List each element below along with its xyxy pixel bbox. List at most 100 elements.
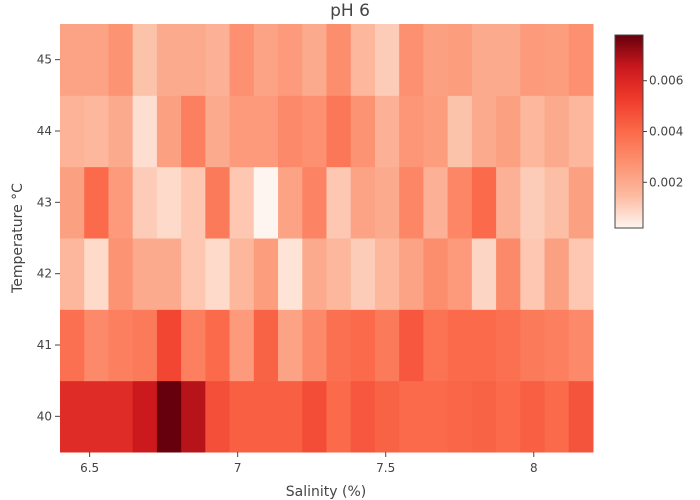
heatmap-cell: [181, 309, 206, 382]
heatmap-cell: [108, 238, 134, 310]
heatmap-cell: [520, 380, 546, 453]
heatmap-cell: [374, 380, 400, 453]
heatmap-cell: [520, 166, 546, 239]
heatmap-cell: [253, 309, 279, 382]
heatmap-cell: [520, 95, 546, 168]
heatmap-cell: [156, 24, 182, 96]
heatmap-cell: [278, 24, 303, 96]
heatmap-cell: [350, 95, 376, 168]
heatmap-cell: [568, 309, 594, 382]
heatmap-cell: [132, 166, 158, 239]
heatmap-cell: [471, 95, 497, 168]
heatmap-cell: [108, 24, 134, 96]
heatmap-cell: [205, 238, 231, 310]
heatmap-cell: [108, 380, 134, 453]
heatmap-cell: [84, 166, 109, 239]
heatmap-cell: [205, 95, 231, 168]
y-tick-label: 40: [37, 409, 52, 423]
heatmap-cell: [399, 166, 424, 239]
heatmap-cell: [278, 309, 303, 382]
heatmap-cell: [471, 24, 497, 96]
heatmap-cell: [181, 166, 206, 239]
y-tick-label: 44: [37, 124, 52, 138]
heatmap-cell: [181, 95, 206, 168]
heatmap-cell: [84, 238, 109, 310]
heatmap-cell: [229, 309, 255, 382]
heatmap-cell: [60, 166, 85, 239]
heatmap-cell: [568, 380, 594, 453]
heatmap-cell: [471, 309, 497, 382]
y-axis-title: Temperature °C: [10, 183, 26, 294]
heatmap-cell: [278, 238, 303, 310]
heatmap-cell: [568, 95, 594, 168]
colorbar: [614, 34, 644, 229]
heatmap-cell: [229, 24, 255, 96]
heatmap-cell: [84, 95, 109, 168]
heatmap-cell: [520, 238, 546, 310]
heatmap-cell: [302, 24, 327, 96]
heatmap-cell: [423, 95, 449, 168]
heatmap-cell: [447, 380, 473, 453]
heatmap-cell: [496, 95, 521, 168]
heatmap-cell: [447, 166, 473, 239]
heatmap-cell: [423, 309, 449, 382]
heatmap-cell: [374, 309, 400, 382]
heatmap-cell: [108, 166, 134, 239]
heatmap-cell: [447, 238, 473, 310]
colorbar-tick-label: 0.002: [649, 175, 683, 189]
heatmap-cell: [132, 95, 158, 168]
heatmap-cell: [496, 238, 521, 310]
heatmap-cell: [60, 95, 85, 168]
heatmap-cell: [278, 95, 303, 168]
heatmap-cell: [423, 380, 449, 453]
heatmap-cell: [326, 309, 352, 382]
heatmap-cell: [471, 238, 497, 310]
heatmap-cell: [108, 95, 134, 168]
heatmap-cell: [544, 380, 570, 453]
heatmap-cell: [60, 238, 85, 310]
heatmap-cell: [253, 380, 279, 453]
heatmap-cell: [496, 24, 521, 96]
heatmap-cell: [423, 166, 449, 239]
heatmap-cell: [205, 380, 231, 453]
heatmap-cell: [253, 95, 279, 168]
heatmap-cell: [60, 24, 85, 96]
heatmap-cell: [229, 380, 255, 453]
heatmap-cell: [326, 380, 352, 453]
heatmap-cell: [108, 309, 134, 382]
x-tick-label: 7.5: [376, 461, 395, 475]
heatmap-cell: [544, 95, 570, 168]
heatmap-cell: [568, 166, 594, 239]
heatmap-cell: [205, 309, 231, 382]
heatmap-cell: [156, 95, 182, 168]
heatmap-cell: [350, 166, 376, 239]
heatmap-cell: [423, 238, 449, 310]
heatmap-cell: [544, 166, 570, 239]
y-tick-label: 42: [37, 267, 52, 281]
heatmap-cell: [181, 380, 206, 453]
x-axis-title: Salinity (%): [286, 484, 366, 500]
heatmap-cell: [374, 24, 400, 96]
heatmap-cell: [229, 166, 255, 239]
heatmap-cell: [253, 166, 279, 239]
heatmap-cell: [132, 24, 158, 96]
heatmap-cell: [302, 95, 327, 168]
heatmap-cell: [326, 238, 352, 310]
heatmap-cell: [496, 380, 521, 453]
heatmap-cell: [399, 380, 424, 453]
heatmap-cell: [544, 238, 570, 310]
x-tick-label: 8: [530, 461, 538, 475]
heatmap-cell: [132, 380, 158, 453]
heatmap-cell: [447, 24, 473, 96]
heatmap-cell: [60, 380, 85, 453]
heatmap-cell: [302, 238, 327, 310]
heatmap-cell: [84, 24, 109, 96]
heatmap-cell: [302, 309, 327, 382]
heatmap-cell: [568, 238, 594, 310]
heatmap-cell: [399, 95, 424, 168]
heatmap-cell: [350, 24, 376, 96]
heatmap-cell: [181, 238, 206, 310]
heatmap-cell: [350, 309, 376, 382]
heatmap-cell: [399, 24, 424, 96]
